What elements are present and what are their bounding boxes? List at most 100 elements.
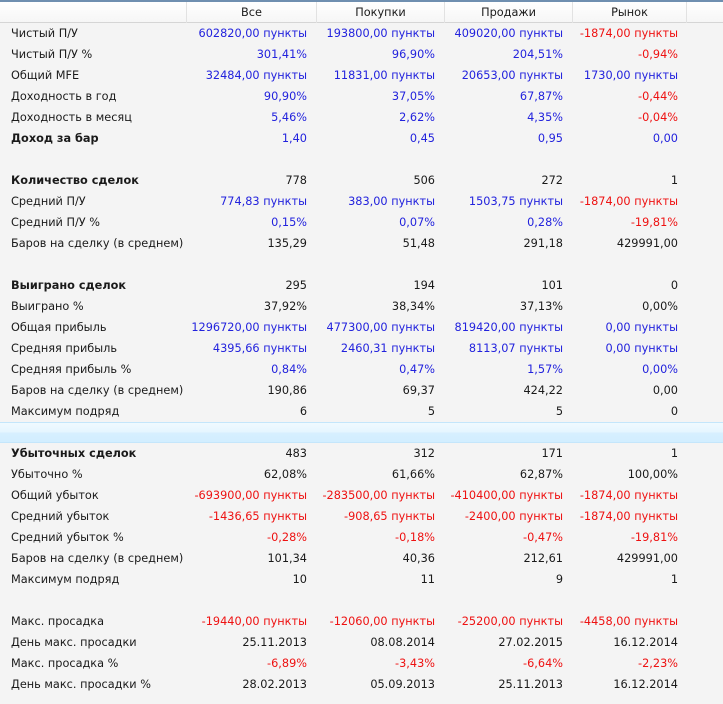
value-sells: 37,13% [519,300,563,313]
row-label: Общий MFE [11,69,80,82]
value-all: 0,15% [271,216,307,229]
value-sells: 171 [541,447,563,460]
value-all: 295 [285,279,307,292]
table-row[interactable]: Средняя прибыль 4395,66 пункты 2460,31 пун… [0,338,723,359]
value-all: 1296720,00 пункты [191,321,307,334]
row-label: Общий убыток [11,489,99,502]
row-label: Средний П/У % [11,216,100,229]
table-row[interactable]: Средняя прибыль % 0,84% 0,47% 1,57% 0,00% [0,359,723,380]
table-row[interactable]: Баров на сделку (в среднем) 101,34 40,36 21… [0,548,723,569]
table-row[interactable]: Максимум подряд 10 11 9 1 [0,569,723,590]
table-row[interactable]: Средний убыток % -0,28% -0,18% -0,47% -19,81… [0,527,723,548]
table-row[interactable]: Средний П/У % 0,15% 0,07% 0,28% -19,81% [0,212,723,233]
value-sells: 0,95 [537,132,563,145]
value-all: 28.02.2013 [242,678,307,691]
table-row[interactable]: Чистый П/У 602820,00 пункты 193800,00 пунк… [0,23,723,44]
table-row[interactable]: Общий MFE 32484,00 пункты 11831,00 пункты 2… [0,65,723,86]
value-market: 16.12.2014 [613,678,678,691]
value-buys: 05.09.2013 [370,678,435,691]
table-row[interactable]: Общая прибыль 1296720,00 пункты 477300,00 … [0,317,723,338]
value-all: 4395,66 пункты [212,342,307,355]
table-row[interactable]: Доходность в год 90,90% 37,05% 67,87% -0,44% [0,86,723,107]
value-buys: 477300,00 пункты [326,321,435,334]
value-all: 0,84% [271,363,307,376]
column-header-metric[interactable] [0,2,187,23]
value-market: 429991,00 [616,237,678,250]
row-label [0,149,187,170]
row-label: День макс. просадки [11,636,137,649]
table-row[interactable]: День макс. просадки 25.11.2013 08.08.2014 2… [0,632,723,653]
table-row[interactable]: Выиграно % 37,92% 38,34% 37,13% 0,00% [0,296,723,317]
value-buys: 5 [427,405,435,418]
value-sells: 5 [555,405,563,418]
value-all: 101,34 [267,552,307,565]
column-header-all[interactable]: Все [187,2,317,23]
row-label: Баров на сделку (в среднем) [11,552,184,565]
value-sells: 25.11.2013 [498,678,563,691]
table-row[interactable]: Максимум подряд 6 5 5 0 [0,401,723,422]
table-row[interactable]: День макс. просадки % 28.02.2013 05.09.201… [0,674,723,695]
table-row[interactable]: Баров на сделку (в среднем) 190,86 69,37 42… [0,380,723,401]
table-row[interactable]: Доходность в месяц 5,46% 2,62% 4,35% -0,04% [0,107,723,128]
value-sells: 291,18 [523,237,563,250]
value-buys: 96,90% [391,48,435,61]
column-header-sells[interactable]: Продажи [445,2,573,23]
value-sells: 4,35% [527,111,563,124]
value-sells: 9 [555,573,563,586]
value-all: 774,83 пункты [220,195,307,208]
value-market: 1 [670,573,678,586]
value-market: 1730,00 пункты [583,69,678,82]
value-buys: 51,48 [402,237,435,250]
row-label: Средний П/У [11,195,86,208]
table-row[interactable]: Чистый П/У % 301,41% 96,90% 204,51% -0,94% [0,44,723,65]
table-row[interactable]: Макс. просадка -19440,00 пункты -12060,00 … [0,611,723,632]
table-row[interactable]: Баров на сделку (в среднем) 135,29 51,48 29… [0,233,723,254]
value-market: 0 [670,279,678,292]
value-all: 135,29 [267,237,307,250]
column-header-buys[interactable]: Покупки [317,2,445,23]
table-row-spacer[interactable] [0,590,723,611]
value-market: -1874,00 пункты [579,27,678,40]
table-row[interactable]: Выиграно сделок 295 194 101 0 [0,275,723,296]
table-row-spacer[interactable] [0,422,723,443]
value-buys [317,149,445,170]
table-row[interactable]: Средний убыток -1436,65 пункты -908,65 пун… [0,506,723,527]
table-row[interactable]: Общий убыток -693900,00 пункты -283500,00 … [0,485,723,506]
column-header-filler [687,2,723,23]
value-buys: 61,66% [391,468,435,481]
row-label: Чистый П/У % [11,48,93,61]
table-row[interactable]: Количество сделок 778 506 272 1 [0,170,723,191]
value-sells: -410400,00 пункты [450,489,563,502]
table-row[interactable]: Убыточно % 62,08% 61,66% 62,87% 100,00% [0,464,723,485]
value-all: 483 [285,447,307,460]
value-market: -1874,00 пункты [579,489,678,502]
row-label: Доходность в месяц [11,111,132,124]
value-all: 32484,00 пункты [205,69,307,82]
value-sells [445,423,573,442]
value-market: 1 [670,174,678,187]
table-row[interactable]: Средний П/У 774,83 пункты 383,00 пункты 150… [0,191,723,212]
row-label: Средний убыток % [11,531,124,544]
value-market [573,254,687,275]
table-header: Все Покупки Продажи Рынок [0,2,723,23]
value-buys: 312 [413,447,435,460]
row-label: Убыточно % [11,468,83,481]
value-market: 0,00 [652,132,678,145]
column-header-market[interactable]: Рынок [573,2,687,23]
table-row[interactable]: Убыточных сделок 483 312 171 1 [0,443,723,464]
value-all [187,254,317,275]
table-row[interactable]: Доход за бар 1,40 0,45 0,95 0,00 [0,128,723,149]
value-all: -1436,65 пункты [208,510,307,523]
table-row-spacer[interactable] [0,254,723,275]
table-row-spacer[interactable] [0,149,723,170]
table-row[interactable]: Макс. просадка % -6,89% -3,43% -6,64% -2,23% [0,653,723,674]
value-sells: -0,47% [523,531,563,544]
value-market: -1874,00 пункты [579,510,678,523]
value-all: -0,28% [267,531,307,544]
value-all: 301,41% [256,48,307,61]
value-sells: 8113,07 пункты [468,342,563,355]
row-label: Максимум подряд [11,573,120,586]
value-all: 25.11.2013 [242,636,307,649]
value-sells: 27.02.2015 [498,636,563,649]
value-sells: 1,57% [527,363,563,376]
